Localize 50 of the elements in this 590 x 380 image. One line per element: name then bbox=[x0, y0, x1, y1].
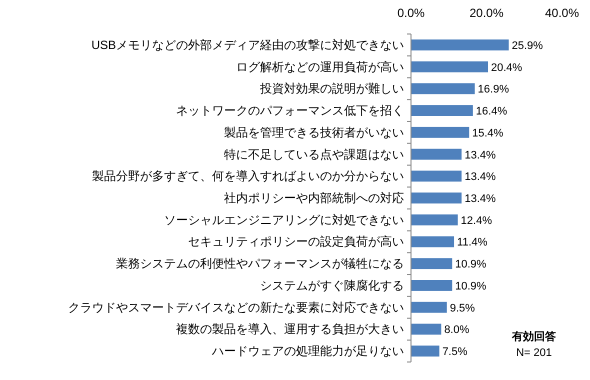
y-tick-label: 業務システムの利便性やパフォーマンスが犠牲になる bbox=[116, 256, 404, 271]
data-label: 13.4% bbox=[464, 149, 496, 162]
bar bbox=[411, 280, 452, 291]
annotation: 有効回答 bbox=[511, 330, 557, 343]
data-label: 7.5% bbox=[442, 346, 468, 358]
bar bbox=[411, 192, 462, 204]
x-tick-label: 0.0% bbox=[397, 6, 425, 20]
bar bbox=[411, 126, 470, 138]
bar bbox=[411, 324, 442, 335]
y-tick-label: USBメモリなどの外部メディア経由の攻撃に対処できない bbox=[91, 38, 404, 52]
bar bbox=[411, 83, 475, 94]
x-tick-label: 20.0% bbox=[469, 6, 504, 20]
data-label: 20.4% bbox=[491, 62, 522, 74]
y-tick-label: 社内ポリシーや内部統制への対応 bbox=[224, 191, 404, 205]
y-tick-label: 製品分野が多すぎて、何を導入すればよいのか分からない bbox=[92, 169, 404, 184]
bar bbox=[411, 302, 447, 313]
data-label: 25.9% bbox=[512, 40, 544, 52]
bar bbox=[411, 105, 473, 116]
y-tick-label: ハードウェアの処理能力が足りない bbox=[211, 344, 404, 358]
data-label: 11.4% bbox=[457, 236, 488, 249]
data-label: 13.4% bbox=[464, 193, 496, 205]
y-tick-label: システムがすぐ陳腐化する bbox=[260, 278, 404, 292]
y-tick-label: 製品を管理できる技術者がいない bbox=[224, 125, 404, 140]
bar bbox=[411, 148, 462, 160]
data-label: 16.4% bbox=[476, 106, 508, 118]
data-label: 13.4% bbox=[464, 171, 496, 184]
bar bbox=[411, 170, 462, 182]
data-label: 9.5% bbox=[450, 302, 476, 314]
y-tick-label: ソーシャルエンジニアリングに対処できない bbox=[164, 212, 404, 227]
bar bbox=[411, 258, 452, 270]
bar bbox=[411, 61, 488, 72]
y-tick-label: 複数の製品を導入、運用する負担が大きい bbox=[176, 322, 404, 336]
y-tick-label: ネットワークのパフォーマンス低下を招く bbox=[176, 104, 404, 118]
bar bbox=[411, 236, 454, 248]
y-tick-label: 投資対効果の説明が難しい bbox=[259, 82, 404, 96]
x-tick-label: 40.0% bbox=[544, 6, 580, 20]
data-label: 8.0% bbox=[444, 324, 470, 336]
data-label: 15.4% bbox=[472, 127, 504, 140]
data-label: 12.4% bbox=[460, 214, 492, 227]
y-tick-label: クラウドやスマートデバイスなどの新たな要素に対応できない bbox=[68, 300, 404, 314]
annotation: N= 201 bbox=[516, 347, 552, 359]
bar bbox=[411, 346, 440, 357]
y-tick-label: 特に不足している点や課題はない bbox=[224, 147, 404, 162]
y-tick-label: ログ解析などの運用負荷が高い bbox=[236, 60, 404, 74]
data-label: 16.9% bbox=[478, 84, 510, 96]
bar bbox=[411, 39, 509, 50]
bar bbox=[411, 214, 458, 226]
data-label: 10.9% bbox=[455, 258, 487, 271]
data-label: 10.9% bbox=[455, 280, 487, 292]
y-tick-label: セキュリティポリシーの設定負荷が高い bbox=[188, 234, 404, 249]
